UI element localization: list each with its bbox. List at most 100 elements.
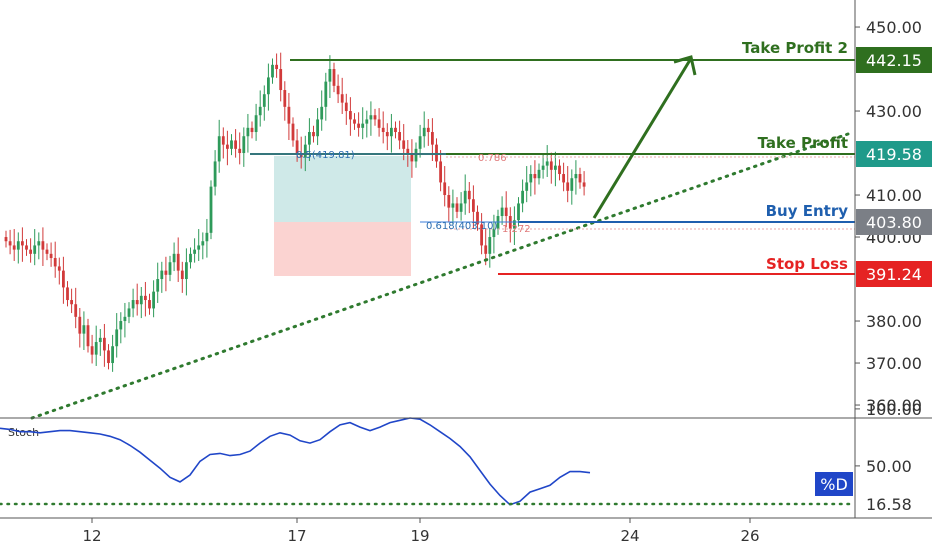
stop-loss-badge [856, 261, 932, 287]
price-pane[interactable] [0, 0, 855, 418]
x-axis-ticks: 12 17 19 24 26 [82, 518, 760, 545]
candle-body [492, 228, 496, 238]
candle-body [336, 85, 340, 95]
candle-body [357, 123, 360, 128]
price-badges: 442.15 419.58 403.80 391.24 [856, 47, 932, 287]
fib-0786-label: 0.786 [478, 153, 507, 164]
candle-body [570, 178, 574, 191]
candle-body [98, 337, 102, 343]
stoch-axis-ticks: 100.00 50.00 16.58 [855, 400, 932, 516]
candle-body [467, 190, 471, 200]
candle-body [398, 132, 401, 141]
candle-body [537, 169, 541, 179]
take-profit-2-badge-value: 442.15 [866, 51, 922, 70]
candle-body [344, 102, 348, 112]
stoch-legend-box [815, 472, 853, 496]
candle-body [480, 224, 483, 246]
stoch-pane[interactable] [0, 420, 855, 518]
candle-body [29, 249, 32, 254]
candle-body [545, 161, 549, 166]
fib-05-label: 0.5(419.81) [296, 150, 355, 161]
candle-body [164, 270, 168, 275]
candle-body [197, 245, 201, 250]
candle-body [41, 241, 45, 250]
candle-body [414, 148, 418, 162]
candle-body [324, 81, 328, 107]
candle-body [488, 237, 492, 254]
candle-body [472, 199, 475, 212]
candle-body [287, 106, 291, 124]
take-profit-badge [856, 141, 932, 167]
candle-body [21, 241, 24, 246]
candle-body [439, 161, 442, 183]
candle-body [426, 127, 430, 133]
candle-body [135, 300, 139, 305]
candle-body [94, 342, 98, 355]
candle-body [205, 232, 209, 242]
candle-body [37, 241, 41, 246]
buy-entry-label: Buy Entry [766, 202, 849, 220]
candle-body [377, 119, 381, 128]
candle-body [262, 94, 266, 107]
candlestick-series [4, 52, 586, 372]
candle-body [258, 106, 262, 116]
candle-body [180, 270, 184, 280]
candle-body [209, 186, 213, 233]
candle-body [49, 253, 53, 259]
candle-body [66, 287, 69, 301]
candle-body [566, 182, 570, 191]
fib-0618-label: 0.618(403.10) [426, 221, 498, 232]
x-tick-label: 12 [82, 527, 101, 545]
candle-body [127, 308, 131, 317]
stoch-tick-label: 50.00 [866, 457, 912, 476]
candle-body [525, 182, 529, 191]
ascending-trendline[interactable] [30, 132, 850, 420]
candle-body [312, 132, 315, 137]
candle-body [373, 115, 377, 120]
candle-body [45, 249, 49, 254]
candle-body [234, 140, 237, 149]
stoch-level-badge [856, 492, 932, 516]
candle-body [574, 174, 578, 179]
candle-body [74, 304, 78, 317]
candle-body [308, 132, 311, 145]
price-tick-label: 370.00 [866, 354, 922, 373]
candle-body [90, 346, 94, 355]
candle-body [299, 153, 303, 158]
stoch-level-value: 16.58 [866, 495, 912, 514]
candle-body [402, 140, 406, 149]
candle-body [533, 174, 537, 179]
buy-entry-badge-value: 403.80 [866, 213, 922, 232]
price-tick-label: 380.00 [866, 312, 922, 331]
candle-body [246, 127, 250, 137]
stoch-legend-label: %D [820, 475, 848, 494]
stop-loss-badge-value: 391.24 [866, 265, 922, 284]
candle-body [513, 220, 516, 229]
candle-body [406, 148, 410, 154]
buy-entry-badge [856, 209, 932, 235]
candle-body [115, 329, 119, 347]
candle-body [12, 245, 16, 250]
candle-body [226, 144, 229, 149]
candle-body [275, 64, 278, 70]
candle-body [443, 182, 447, 196]
candle-body [213, 161, 217, 187]
candle-body [447, 195, 451, 208]
candle-body [185, 262, 188, 280]
candle-body [144, 295, 147, 301]
candle-body [283, 90, 287, 107]
candle-body [160, 270, 164, 280]
candle-body [176, 253, 180, 271]
candle-body [156, 279, 160, 292]
candle-body [504, 207, 508, 217]
projection-arrow[interactable] [592, 59, 692, 219]
fib-1272-label: 1.272 [502, 224, 531, 235]
candle-body [267, 77, 270, 95]
candle-body [230, 140, 233, 149]
candle-body [303, 144, 307, 158]
candle-body [349, 111, 352, 120]
candle-body [25, 245, 28, 250]
candle-body [123, 316, 127, 322]
candle-body [119, 321, 123, 330]
